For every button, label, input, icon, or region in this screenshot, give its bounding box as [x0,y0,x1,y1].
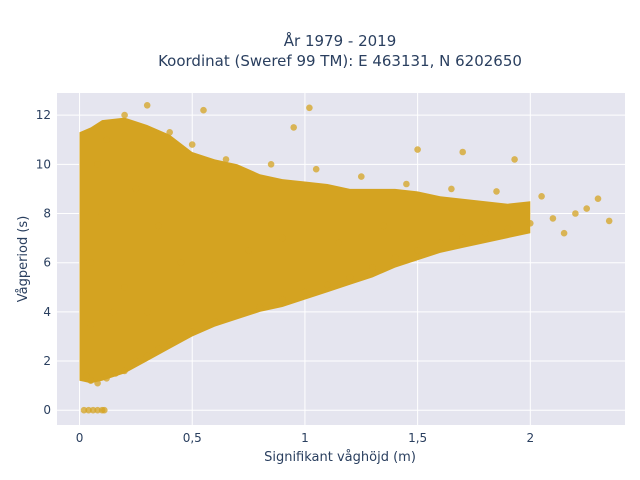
scatter-point [493,188,500,195]
y-axis-ticks: 0 2 4 6 8 10 12 [36,108,51,417]
scatter-point [245,247,252,254]
x-tick-label: 0 [76,431,84,445]
y-tick-label: 12 [36,108,51,122]
scatter-point [87,259,95,267]
scatter-point [166,129,173,136]
scatter-point [324,281,331,289]
scatter-point [605,217,613,225]
x-axis-ticks: 0 0,5 1 1,5 2 [76,431,534,445]
scatter-point [369,264,376,271]
scatter-point [572,210,579,217]
scatter-point [538,193,545,200]
scatter-point [511,156,518,163]
scatter-point [306,104,313,112]
scatter-point [290,124,298,131]
y-tick-label: 6 [43,256,51,270]
scatter-point [121,367,128,375]
scatter-point [200,106,207,114]
scatter-point [301,288,309,296]
scatter-point [188,141,196,148]
data-points [80,102,613,414]
scatter-point [121,111,128,119]
y-tick-label: 0 [43,403,51,417]
scatter-point [279,234,286,242]
scatter-point [403,180,410,188]
x-tick-label: 2 [527,431,535,445]
scatter-point [234,311,241,318]
scatter-point [256,303,264,311]
scatter-point [482,229,489,237]
scatter-point [504,225,512,232]
scatter-point [211,318,219,326]
x-tick-label: 1,5 [408,431,427,445]
scatter-point [155,222,162,230]
scatter-point [166,338,173,345]
scatter-point [87,377,95,385]
scatter-point [549,215,557,222]
scatter-point [143,308,151,316]
scatter-point [436,239,444,247]
x-axis-title: Signifikant våghöjd (m) [264,450,416,465]
scatter-point [110,308,117,316]
scatter-point [143,102,151,109]
scatter-point [527,220,534,227]
scatter-point [312,165,320,173]
scatter-density-region [79,117,531,384]
density-cloud [79,117,531,384]
scatter-point [103,375,110,382]
scatter-point [143,352,151,360]
scatter-point [414,146,421,153]
y-tick-label: 4 [43,305,51,319]
scatter-point [279,296,286,303]
x-tick-label: 0,5 [183,431,202,445]
scatter-point [346,274,354,281]
scatter-point [87,320,95,328]
scatter-point [459,148,467,156]
scatter-point [414,247,421,254]
scatter-point [83,372,90,380]
scatter-point [222,156,230,163]
y-tick-label: 2 [43,354,51,368]
scatter-point [267,161,275,168]
x-tick-label: 1 [301,431,309,445]
scatter-point [560,229,568,237]
scatter-point [448,185,455,193]
y-tick-label: 8 [43,207,51,221]
scatter-point [112,370,119,377]
y-tick-label: 10 [36,157,51,171]
scatter-point [380,222,388,230]
scatter-point [391,254,399,262]
scatter-point [94,379,101,387]
scatter-point [335,239,343,247]
scatter-point [188,328,196,335]
scatter-point [177,259,185,267]
scatter-point [459,234,467,242]
chart-title-line1: År 1979 - 2019 [284,31,397,50]
scatter-point [132,357,140,365]
scatter-point [132,185,140,193]
scatter-point [211,271,219,279]
scatter-point [103,136,110,143]
y-axis-title: Vågperiod (s) [16,216,31,303]
scatter-point [80,406,88,414]
scatter-point [358,173,365,180]
scatter-point [121,284,128,291]
scatter-point [98,210,106,217]
scatter-point [101,406,108,414]
chart-title-line2: Koordinat (Sweref 99 TM): E 463131, N 62… [158,52,522,70]
scatter-point [594,195,602,202]
scatter-point [155,345,162,353]
scatter-point [583,205,590,212]
scatter-point [94,161,101,168]
